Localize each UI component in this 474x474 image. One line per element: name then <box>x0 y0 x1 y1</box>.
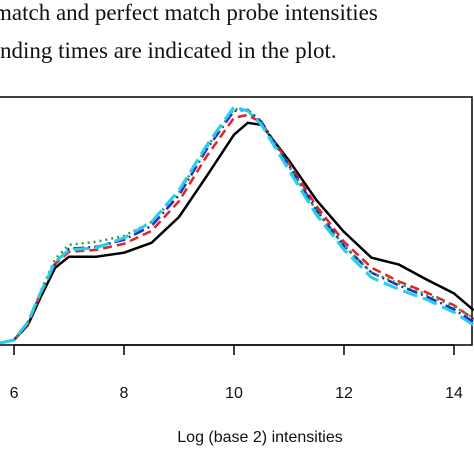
x-tick-label: 8 <box>120 385 129 402</box>
caption-line: match and perfect match probe intensitie… <box>0 0 378 25</box>
density-line <box>0 121 474 345</box>
caption-line: nding times are indicated in the plot. <box>0 38 337 63</box>
density-line <box>0 105 474 345</box>
x-tick-label: 12 <box>335 385 353 402</box>
x-tick-label: 14 <box>445 385 463 402</box>
x-axis-title: Log (base 2) intensities <box>177 429 342 446</box>
x-tick-label: 10 <box>225 385 243 402</box>
x-tick-label: 6 <box>10 385 19 402</box>
density-line <box>0 107 474 345</box>
density-line <box>0 113 474 345</box>
density-line <box>0 108 474 345</box>
